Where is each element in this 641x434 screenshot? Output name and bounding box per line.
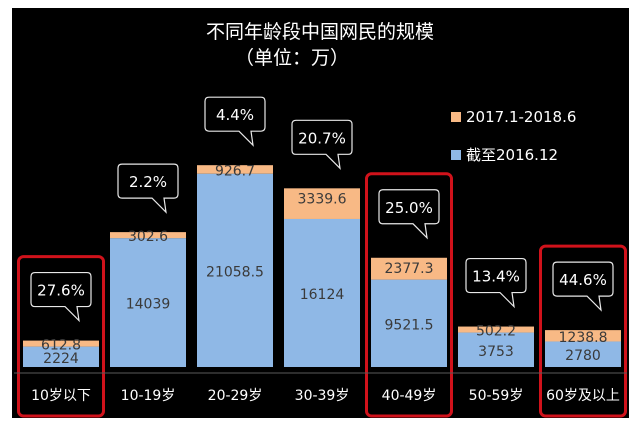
bar-segment-2017-2018 bbox=[371, 257, 447, 280]
growth-callout-label: 13.4% bbox=[472, 268, 520, 286]
bar-value-label-2016: 14039 bbox=[126, 297, 171, 313]
chart-legend: 2017.1-2018.6 截至2016.12 bbox=[451, 108, 576, 164]
highlight-frame bbox=[365, 172, 453, 418]
bar-value-label-2017-2018: 502.2 bbox=[476, 324, 516, 340]
bar-value-label-2016: 21058.5 bbox=[206, 264, 264, 280]
x-tick-label: 50-59岁 bbox=[469, 388, 524, 404]
legend-label: 2017.1-2018.6 bbox=[466, 108, 576, 126]
growth-callout-label: 20.7% bbox=[298, 129, 346, 147]
bar-value-label-2016: 9521.5 bbox=[385, 317, 434, 333]
x-tick-label: 10岁以下 bbox=[31, 388, 91, 404]
bar-value-label-2016: 3753 bbox=[478, 344, 514, 360]
bar-segment-2017-2018 bbox=[545, 330, 621, 342]
x-tick-label: 10-19岁 bbox=[121, 388, 176, 404]
bar-value-label-2017-2018: 302.6 bbox=[128, 229, 168, 245]
growth-callout-bubble bbox=[117, 163, 179, 214]
bar-value-label-2017-2018: 1238.8 bbox=[559, 330, 608, 346]
growth-callout-bubble bbox=[552, 261, 614, 312]
bar-value-label-2016: 16124 bbox=[300, 287, 345, 303]
growth-callout-bubble bbox=[378, 189, 440, 240]
bar-segment-2016 bbox=[284, 218, 360, 367]
growth-callout-bubble bbox=[465, 257, 527, 309]
x-tick-label: 40-49岁 bbox=[382, 388, 437, 404]
bar-value-label-2017-2018: 926.7 bbox=[215, 163, 255, 179]
x-tick-label: 30-39岁 bbox=[295, 388, 350, 404]
x-tick-label: 20-29岁 bbox=[208, 388, 263, 404]
bar-segment-2016 bbox=[23, 346, 99, 367]
bar-segment-2016 bbox=[545, 341, 621, 367]
bar-value-label-2017-2018: 3339.6 bbox=[298, 191, 347, 207]
bar-segment-2017-2018 bbox=[110, 232, 186, 239]
growth-callout-bubble bbox=[204, 96, 266, 147]
legend-label: 截至2016.12 bbox=[466, 146, 558, 164]
bar-segment-2017-2018 bbox=[197, 165, 273, 174]
bar-value-label-2016: 2780 bbox=[565, 348, 601, 364]
bar-value-label-2016: 2224 bbox=[43, 351, 79, 367]
bar-value-label-2017-2018: 612.8 bbox=[41, 338, 81, 354]
growth-callout-bubble bbox=[291, 119, 353, 171]
chart-subtitle: （单位：万） bbox=[235, 47, 349, 69]
growth-callout-label: 2.2% bbox=[129, 173, 167, 191]
bar-segment-2017-2018 bbox=[458, 326, 534, 333]
growth-callout-label: 27.6% bbox=[37, 282, 85, 300]
bar-segment-2016 bbox=[458, 332, 534, 367]
legend-swatch bbox=[451, 150, 461, 160]
growth-callout-label: 4.4% bbox=[216, 106, 254, 124]
bar-segment-2016 bbox=[197, 173, 273, 367]
growth-callout-label: 44.6% bbox=[559, 271, 607, 289]
x-tick-label: 60岁及以上 bbox=[546, 388, 620, 404]
growth-callout-bubble bbox=[30, 271, 92, 323]
bar-segment-2016 bbox=[371, 279, 447, 367]
highlight-frame bbox=[539, 244, 627, 418]
bar-segment-2017-2018 bbox=[23, 340, 99, 347]
growth-callout-label: 25.0% bbox=[385, 199, 433, 217]
highlight-frame bbox=[17, 255, 105, 418]
bar-value-label-2017-2018: 2377.3 bbox=[385, 261, 434, 277]
chart-title: 不同年龄段中国网民的规模 bbox=[206, 21, 434, 43]
bar-segment-2017-2018 bbox=[284, 188, 360, 219]
bar-segment-2016 bbox=[110, 238, 186, 367]
legend-swatch bbox=[451, 112, 461, 122]
